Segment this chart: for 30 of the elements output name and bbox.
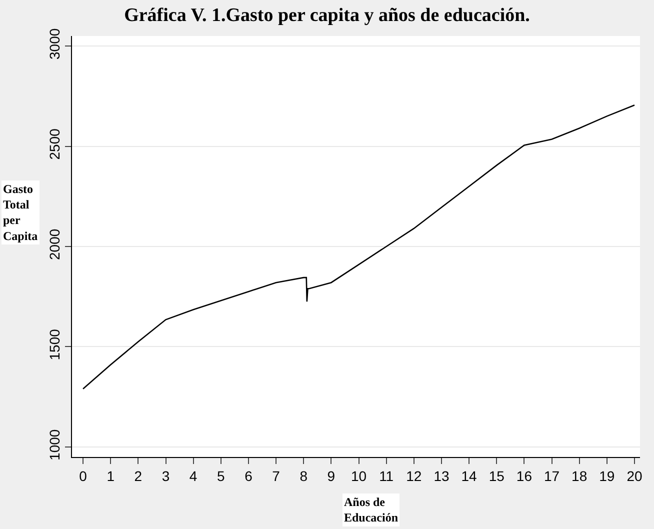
x-tick-label: 20 (626, 468, 642, 484)
x-tick-label: 9 (327, 468, 336, 484)
x-tick-label: 19 (599, 468, 615, 484)
line-series (82, 104, 636, 390)
x-tick-label: 17 (544, 468, 560, 484)
x-tick-label: 10 (350, 468, 367, 484)
x-tick-label: 3 (162, 468, 170, 484)
x-tick-label: 18 (572, 468, 588, 484)
x-tick-label: 1 (106, 468, 115, 484)
x-tick-label: 6 (244, 468, 253, 484)
x-tick-label: 12 (406, 468, 422, 484)
y-tick-label: 1500 (46, 328, 62, 360)
x-tick-label: 5 (216, 468, 225, 484)
x-tick-label: 4 (189, 468, 198, 484)
x-axis-title: Años de Educación (344, 495, 398, 525)
y-axis-title: Gasto Total per Capita (3, 182, 38, 243)
x-tick-label: 15 (488, 468, 505, 484)
y-tick-label: 2000 (46, 228, 62, 260)
chart-title: Gráfica V. 1.Gasto per capita y años de educación. (124, 5, 530, 26)
x-tick-label: 13 (434, 468, 450, 484)
y-tick-label: 1000 (46, 429, 62, 460)
x-tick-label: 0 (79, 468, 88, 484)
x-tick-label: 14 (461, 468, 478, 484)
x-tick-label: 16 (516, 468, 532, 484)
x-tick-label: 8 (300, 468, 308, 484)
y-tick-label: 3000 (46, 28, 62, 60)
x-tick-label: 7 (272, 468, 280, 484)
x-tick-label: 11 (379, 468, 394, 484)
y-tick-label: 2500 (46, 128, 62, 160)
x-tick-label: 2 (134, 468, 142, 484)
